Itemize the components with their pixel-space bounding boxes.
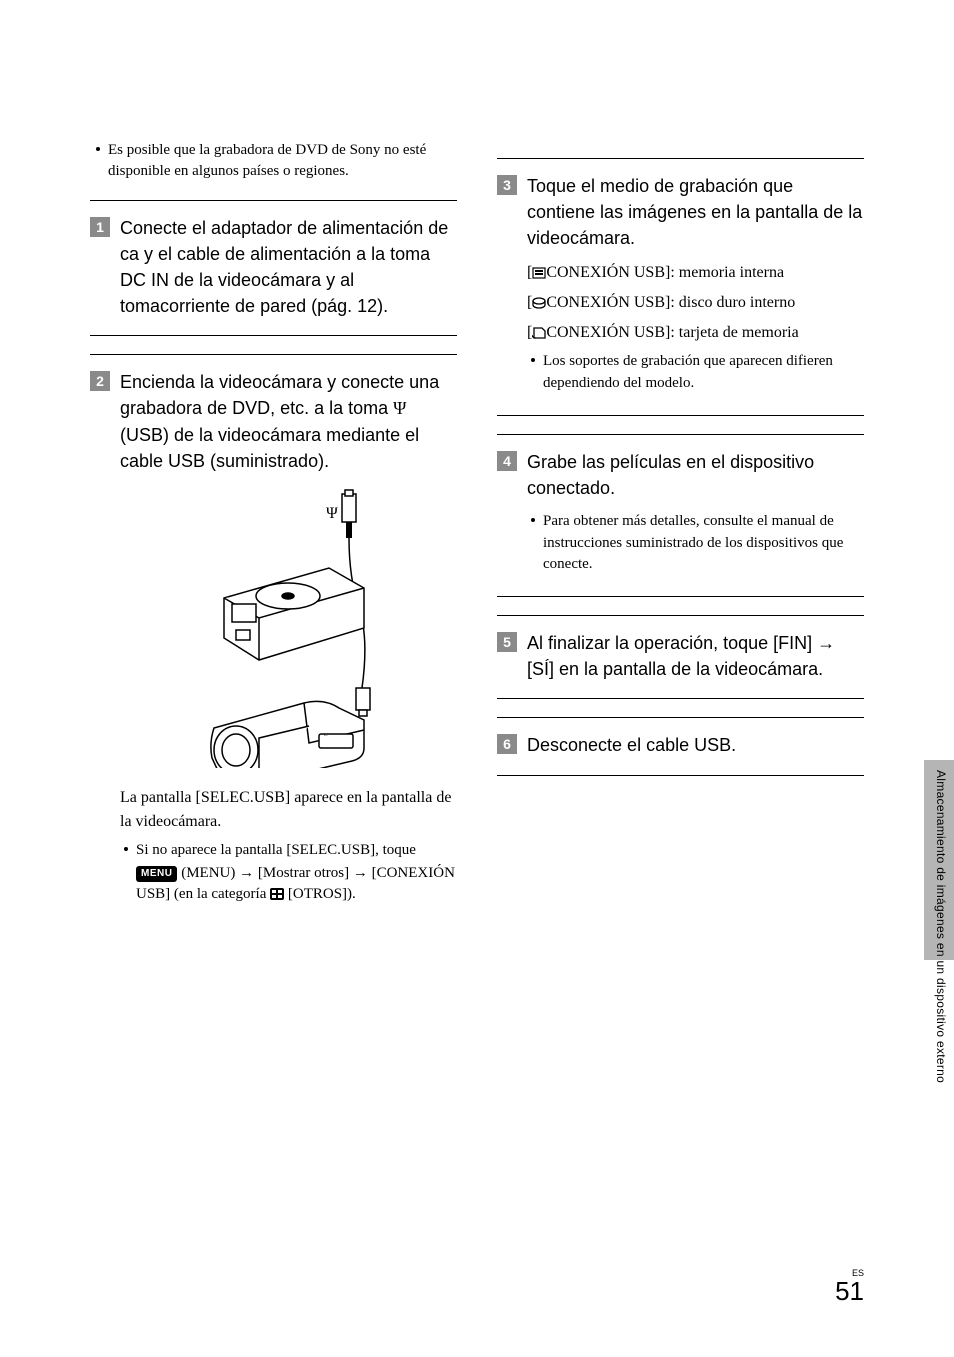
step-2-note-text: Si no aparece la pantalla [SELEC.USB], t… — [136, 840, 457, 906]
step-2-note: Si no aparece la pantalla [SELEC.USB], t… — [120, 840, 457, 906]
step-4-note-text: Para obtener más detalles, consulte el m… — [543, 511, 864, 576]
step-5-head: 5 Al finalizar la operación, toque [FIN]… — [497, 630, 864, 682]
step-2-title: Encienda la videocámara y conecte una gr… — [120, 369, 457, 473]
step-4-note: Para obtener más detalles, consulte el m… — [527, 511, 864, 576]
step-1-head: 1 Conecte el adaptador de alimentación d… — [90, 215, 457, 319]
step-6-title: Desconecte el cable USB. — [527, 732, 736, 758]
intro-note-text: Es posible que la grabadora de DVD de So… — [108, 140, 457, 182]
step-3-option-internal: [CONEXIÓN USB]: memoria interna — [527, 261, 864, 285]
step-3-title: Toque el medio de grabación que contiene… — [527, 173, 864, 251]
bullet-dot — [124, 847, 128, 851]
step-2: 2 Encienda la videocámara y conecte una … — [90, 354, 457, 926]
step-6-rule — [497, 775, 864, 776]
step-5-title: Al finalizar la operación, toque [FIN] →… — [527, 630, 864, 682]
step-3-head: 3 Toque el medio de grabación que contie… — [497, 173, 864, 251]
step-3-option-card: [CONEXIÓN USB]: tarjeta de memoria — [527, 321, 864, 345]
arrow-icon: → — [239, 864, 254, 881]
step-3-note: Los soportes de grabación que aparecen d… — [527, 351, 864, 395]
step-2-title-prefix: Encienda la videocámara y conecte una gr… — [120, 372, 439, 418]
bullet-dot — [96, 147, 100, 151]
intro-note: Es posible que la grabadora de DVD de So… — [90, 140, 457, 182]
sidebar-section-label: Almacenamiento de imágenes en un disposi… — [934, 770, 948, 1083]
step-1-badge: 1 — [90, 217, 110, 237]
right-column: 3 Toque el medio de grabación que contie… — [497, 140, 864, 926]
svg-text:←: ← — [323, 732, 329, 738]
step-3-option-internal-label: CONEXIÓN USB]: memoria interna — [546, 264, 784, 281]
step-2-note-seg5: [OTROS]). — [284, 886, 356, 902]
step-1: 1 Conecte el adaptador de alimentación d… — [90, 200, 457, 335]
internal-memory-icon — [532, 264, 546, 281]
step-4: 4 Grabe las películas en el dispositivo … — [497, 434, 864, 596]
usb-connection-figure: Ψ — [120, 488, 457, 768]
step-3: 3 Toque el medio de grabación que contie… — [497, 158, 864, 415]
step-2-badge: 2 — [90, 371, 110, 391]
category-others-icon — [270, 886, 284, 902]
arrow-icon: → — [353, 864, 368, 881]
step-6-badge: 6 — [497, 734, 517, 754]
page-footer: ES 51 — [835, 1268, 864, 1307]
step-3-badge: 3 — [497, 175, 517, 195]
step-3-option-hdd: [CONEXIÓN USB]: disco duro interno — [527, 291, 864, 315]
usb-symbol-icon: Ψ — [393, 398, 406, 418]
step-3-option-card-label: CONEXIÓN USB]: tarjeta de memoria — [546, 324, 798, 341]
step-5: 5 Al finalizar la operación, toque [FIN]… — [497, 615, 864, 698]
left-column: Es posible que la grabadora de DVD de So… — [90, 140, 457, 926]
step-1-title: Conecte el adaptador de alimentación de … — [120, 215, 457, 319]
step-2-title-suffix: (USB) de la videocámara mediante el cabl… — [120, 425, 419, 471]
menu-badge-icon: MENU — [136, 866, 177, 883]
step-4-body: Para obtener más detalles, consulte el m… — [497, 511, 864, 576]
step-5-badge: 5 — [497, 632, 517, 652]
step-3-option-hdd-label: CONEXIÓN USB]: disco duro interno — [546, 294, 795, 311]
bullet-dot — [531, 518, 535, 522]
step-2-result-text: La pantalla [SELEC.USB] aparece en la pa… — [120, 786, 457, 834]
step-4-title: Grabe las películas en el dispositivo co… — [527, 449, 864, 501]
step-3-note-text: Los soportes de grabación que aparecen d… — [543, 351, 864, 395]
step-5-title-suffix: [SÍ] en la pantalla de la videocámara. — [527, 659, 823, 679]
page-content: Es posible que la grabadora de DVD de So… — [0, 0, 954, 986]
step-2-note-seg1: Si no aparece la pantalla [SELEC.USB], t… — [136, 842, 416, 858]
memory-card-icon — [532, 324, 546, 341]
step-2-note-seg3: [Mostrar otros] — [254, 865, 353, 881]
usb-connection-illustration: Ψ — [164, 488, 414, 768]
step-4-head: 4 Grabe las películas en el dispositivo … — [497, 449, 864, 501]
step-3-body: [CONEXIÓN USB]: memoria interna [CONEXIÓ… — [497, 261, 864, 395]
svg-text:Ψ: Ψ — [326, 505, 338, 522]
hdd-icon — [532, 294, 546, 311]
step-5-title-prefix: Al finalizar la operación, toque [FIN] — [527, 633, 817, 653]
step-2-after-figure: La pantalla [SELEC.USB] aparece en la pa… — [90, 786, 457, 906]
step-6-head: 6 Desconecte el cable USB. — [497, 732, 864, 758]
bullet-dot — [531, 358, 535, 362]
step-6: 6 Desconecte el cable USB. — [497, 717, 864, 774]
step-4-badge: 4 — [497, 451, 517, 471]
page-number: 51 — [835, 1276, 864, 1306]
step-2-head: 2 Encienda la videocámara y conecte una … — [90, 369, 457, 473]
step-2-note-seg2: (MENU) — [177, 865, 239, 881]
arrow-icon: → — [817, 633, 835, 653]
